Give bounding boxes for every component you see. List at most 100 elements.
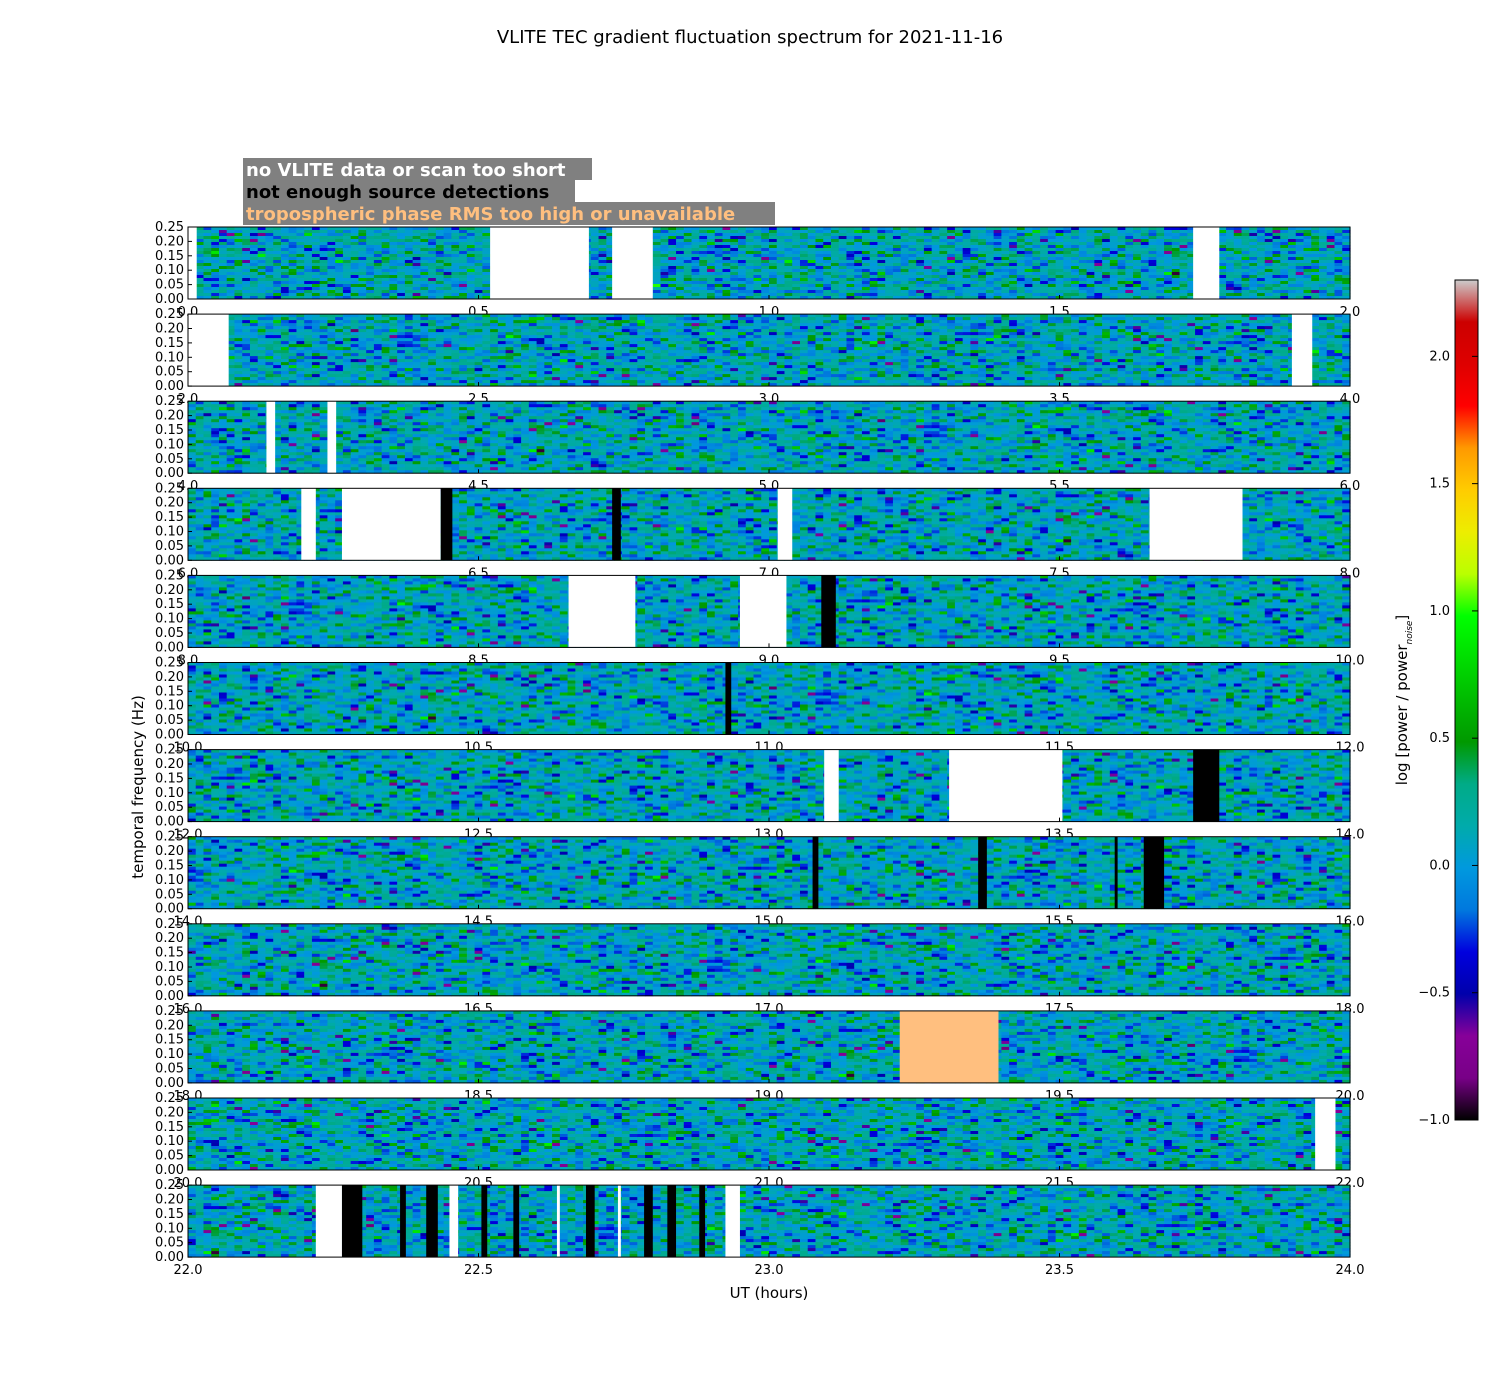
heatmap-cell <box>707 254 715 257</box>
heatmap-cell <box>451 269 459 272</box>
heatmap-cell <box>676 242 684 245</box>
heatmap-cell <box>738 287 746 290</box>
heatmap-cell <box>444 248 452 251</box>
heatmap-cell <box>358 230 366 233</box>
heatmap-cell <box>420 254 428 257</box>
heatmap-cell <box>366 236 374 239</box>
heatmap-cell <box>746 248 754 251</box>
heatmap-cell <box>769 227 777 230</box>
heatmap-cell <box>730 239 738 242</box>
heatmap-cell <box>436 272 444 275</box>
heatmap-cell <box>382 284 390 287</box>
heatmap-cell <box>196 263 204 266</box>
heatmap-cell <box>699 242 707 245</box>
heatmap-cell <box>475 254 483 257</box>
heatmap-cell <box>304 230 312 233</box>
heatmap-cell <box>405 245 413 248</box>
heatmap-cell <box>250 290 258 293</box>
heatmap-cell <box>653 275 661 278</box>
heatmap-cell <box>327 248 335 251</box>
heatmap-cell <box>459 233 467 236</box>
heatmap-cell <box>459 287 467 290</box>
heatmap-cell <box>219 257 227 260</box>
heatmap-cell <box>358 227 366 230</box>
heatmap-cell <box>754 242 762 245</box>
heatmap-cell <box>258 260 266 263</box>
heatmap-cell <box>358 257 366 260</box>
heatmap-cell <box>730 260 738 263</box>
heatmap-cell <box>289 254 297 257</box>
heatmap-cell <box>761 257 769 260</box>
heatmap-cell <box>397 245 405 248</box>
heatmap-cell <box>591 239 599 242</box>
heatmap-cell <box>684 263 692 266</box>
heatmap-cell <box>289 278 297 281</box>
heatmap-cell <box>358 236 366 239</box>
heatmap-cell <box>366 254 374 257</box>
heatmap-cell <box>738 266 746 269</box>
heatmap-cell <box>707 260 715 263</box>
heatmap-cell <box>715 278 723 281</box>
heatmap-cell <box>211 263 219 266</box>
heatmap-cell <box>792 284 800 287</box>
heatmap-cell <box>405 293 413 296</box>
heatmap-cell <box>250 263 258 266</box>
heatmap-cell <box>273 260 281 263</box>
heatmap-cell <box>242 242 250 245</box>
heatmap-cell <box>761 284 769 287</box>
heatmap-cell <box>754 251 762 254</box>
heatmap-cell <box>692 293 700 296</box>
heatmap-cell <box>312 275 320 278</box>
heatmap-cell <box>738 248 746 251</box>
heatmap-cell <box>482 260 490 263</box>
heatmap-cell <box>684 260 692 263</box>
heatmap-cell <box>227 269 235 272</box>
heatmap-cell <box>699 269 707 272</box>
heatmap-cell <box>792 239 800 242</box>
heatmap-cell <box>405 260 413 263</box>
heatmap-cell <box>265 275 273 278</box>
heatmap-cell <box>234 272 242 275</box>
heatmap-cell <box>815 233 823 236</box>
heatmap-cell <box>777 242 785 245</box>
heatmap-cell <box>661 281 669 284</box>
heatmap-cell <box>289 281 297 284</box>
heatmap-cell <box>754 263 762 266</box>
heatmap-cell <box>730 257 738 260</box>
heatmap-cell <box>436 230 444 233</box>
heatmap-cell <box>289 230 297 233</box>
heatmap-cell <box>196 272 204 275</box>
heatmap-cell <box>281 275 289 278</box>
heatmap-cell <box>777 251 785 254</box>
heatmap-cell <box>699 233 707 236</box>
heatmap-cell <box>467 275 475 278</box>
heatmap-cell <box>289 269 297 272</box>
heatmap-cell <box>746 236 754 239</box>
heatmap-cell <box>699 266 707 269</box>
heatmap-cell <box>327 287 335 290</box>
heatmap-cell <box>335 227 343 230</box>
heatmap-cell <box>436 290 444 293</box>
heatmap-cell <box>389 263 397 266</box>
heatmap-cell <box>599 269 607 272</box>
heatmap-cell <box>808 266 816 269</box>
heatmap-cell <box>351 248 359 251</box>
heatmap-cell <box>351 251 359 254</box>
heatmap-cell <box>723 230 731 233</box>
heatmap-cell <box>242 245 250 248</box>
heatmap-cell <box>250 275 258 278</box>
heatmap-cell <box>746 251 754 254</box>
heatmap-cell <box>428 269 436 272</box>
heatmap-cell <box>692 269 700 272</box>
heatmap-cell <box>707 248 715 251</box>
heatmap-cell <box>723 242 731 245</box>
heatmap-cell <box>676 239 684 242</box>
heatmap-cell <box>467 254 475 257</box>
heatmap-cell <box>296 266 304 269</box>
heatmap-cell <box>265 257 273 260</box>
heatmap-cell <box>661 227 669 230</box>
heatmap-cell <box>389 248 397 251</box>
heatmap-cell <box>196 245 204 248</box>
heatmap-cell <box>475 269 483 272</box>
heatmap-cell <box>784 260 792 263</box>
